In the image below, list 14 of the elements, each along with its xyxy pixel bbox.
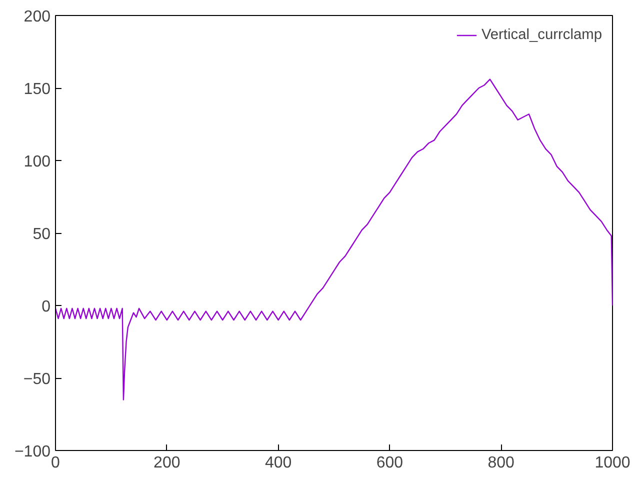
x-tick-label: 200 <box>154 454 180 472</box>
y-tick-label: 100 <box>24 154 51 170</box>
x-tick-label: 800 <box>488 454 515 472</box>
x-tick-label: 1000 <box>594 454 630 472</box>
y-tick-label: −100 <box>14 444 51 460</box>
y-tick-label: 150 <box>24 81 51 98</box>
x-tick-label: 400 <box>264 454 292 472</box>
y-tick-label: −50 <box>23 371 51 388</box>
line-series <box>56 78 612 400</box>
x-tick-label: 600 <box>376 454 404 472</box>
y-tick-label: 0 <box>42 298 51 316</box>
y-tick-label: 200 <box>24 8 51 26</box>
y-tick-label: 50 <box>32 226 51 243</box>
legend-label: Vertical_currclamp <box>481 27 602 43</box>
